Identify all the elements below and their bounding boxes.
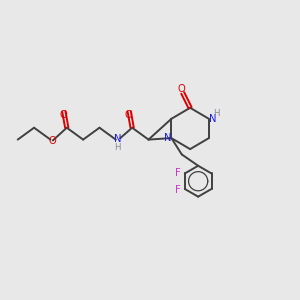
Text: O: O (125, 110, 133, 120)
Text: F: F (176, 184, 181, 194)
Text: O: O (177, 84, 185, 94)
Text: H: H (114, 142, 121, 152)
Text: O: O (48, 136, 56, 146)
Text: N: N (164, 133, 171, 143)
Text: O: O (59, 110, 67, 120)
Text: H: H (214, 109, 220, 118)
Text: N: N (114, 134, 122, 144)
Text: N: N (209, 114, 217, 124)
Text: F: F (176, 168, 181, 178)
